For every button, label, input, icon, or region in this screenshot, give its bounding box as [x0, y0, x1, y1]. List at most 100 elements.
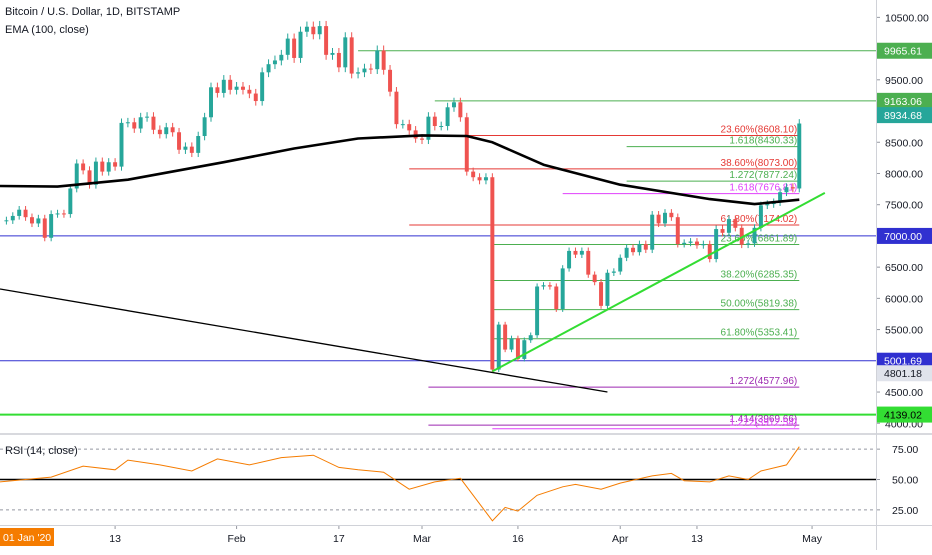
candle-body [61, 213, 66, 215]
time-tick-label: Feb [228, 533, 246, 545]
candle-body [279, 54, 284, 61]
candle-body [381, 50, 386, 70]
price-badge-label: 9965.61 [884, 46, 922, 58]
candle-body [138, 117, 143, 129]
candle-body [23, 209, 28, 218]
time-tick-label: 13 [691, 533, 703, 545]
fib-level-label: 61.80%(7174.02) [721, 214, 798, 225]
candle-body [592, 274, 597, 283]
trendline-layer [0, 191, 826, 393]
candle-body [439, 126, 444, 128]
candle-body [739, 227, 744, 245]
fib-level-label: 1.272(7877.24) [729, 170, 797, 181]
candle-body [42, 218, 47, 238]
candle-body [132, 122, 137, 129]
candle-body [228, 79, 233, 90]
price-tick-label: 10500.00 [885, 12, 929, 24]
candle-body [247, 89, 252, 94]
fib-level-label: 38.20%(6285.35) [721, 270, 798, 281]
fib-level-label: 38.60%(8073.00) [721, 158, 798, 169]
candle-body [503, 324, 508, 350]
fib-level-label: 1.618(8430.33) [729, 136, 797, 147]
candle-body [490, 177, 495, 370]
candle-body [93, 161, 98, 185]
candle-body [119, 122, 124, 167]
candle-body [541, 285, 546, 287]
candle-body [560, 268, 565, 309]
price-tick-label: 8500.00 [885, 137, 923, 149]
ema-line[interactable] [0, 134, 800, 206]
candle-body [733, 219, 738, 228]
candle-body [151, 116, 156, 130]
candle-body [483, 177, 488, 181]
candle-body [547, 285, 552, 287]
date-badge-bg [0, 528, 54, 546]
candle-body [669, 212, 674, 218]
candle-body [209, 87, 213, 118]
candle-body [452, 102, 456, 108]
candle-body [17, 209, 22, 216]
candle-body [272, 60, 277, 65]
candle-body [573, 250, 578, 255]
candle-body [707, 244, 712, 260]
candle-body [202, 117, 207, 137]
time-tick-label: Mar [413, 533, 432, 545]
candle-body [496, 324, 501, 370]
candle-body [221, 79, 226, 93]
candle-body [650, 214, 655, 250]
price-badge-label: 4139.02 [884, 410, 922, 422]
fib-level-label: 23.60%(6861.89) [721, 234, 798, 245]
price-badge-bg [877, 352, 932, 369]
candle-body [29, 217, 34, 224]
candle-body [720, 229, 725, 233]
rsi-line[interactable] [0, 446, 800, 522]
axis-layer: 10500.0010000.009500.009000.008500.00800… [109, 12, 932, 545]
candle-body [778, 192, 783, 203]
candle-body [298, 31, 303, 58]
candle-body [554, 286, 559, 309]
price-badge-label: 9163.06 [884, 96, 922, 108]
candle-body [611, 271, 616, 273]
rsi-layer [0, 446, 876, 522]
candle-body [49, 214, 54, 238]
price-badge-label: 5001.69 [884, 356, 922, 368]
rsi-indicator-label[interactable]: RSI (14, close) [5, 445, 78, 457]
candle-body [234, 86, 239, 90]
candles-layer [4, 20, 802, 372]
fib-level-label: 61.80%(5353.41) [721, 328, 798, 339]
ema-indicator-label[interactable]: EMA (100, close) [5, 24, 89, 36]
candle-body [758, 205, 763, 228]
candle-body [631, 247, 636, 253]
candle-body [317, 26, 322, 35]
candle-body [746, 243, 751, 245]
candle-body [349, 37, 354, 74]
fib-level-label: 1.414(3969.66) [729, 414, 797, 425]
time-tick-label: May [802, 533, 823, 545]
candle-body [567, 250, 572, 269]
price-badge-bg [877, 107, 932, 124]
candle-body [164, 127, 169, 135]
candle-body [157, 129, 162, 135]
time-tick-label: 16 [512, 533, 524, 545]
candle-body [189, 146, 194, 153]
ema-layer [0, 134, 800, 206]
fib-level-label: 23.60%(8608.10) [721, 125, 798, 136]
price-tick-label: 4500.00 [885, 387, 923, 399]
date-badge: 01 Jan '20 [3, 532, 51, 544]
price-badge-bg [877, 227, 932, 244]
candle-body [311, 26, 316, 35]
candle-body [145, 116, 150, 118]
candle-body [637, 244, 642, 253]
candle-body [726, 219, 731, 233]
fib-level-label: 50.00%(5819.38) [721, 299, 798, 310]
price-badge-label: 7000.00 [884, 231, 922, 243]
trendline[interactable] [491, 191, 826, 373]
price-tick-label: 5500.00 [885, 325, 923, 337]
trendline[interactable] [0, 288, 608, 393]
candle-body [113, 162, 118, 167]
candle-body [790, 187, 795, 189]
candle-body [797, 123, 802, 189]
